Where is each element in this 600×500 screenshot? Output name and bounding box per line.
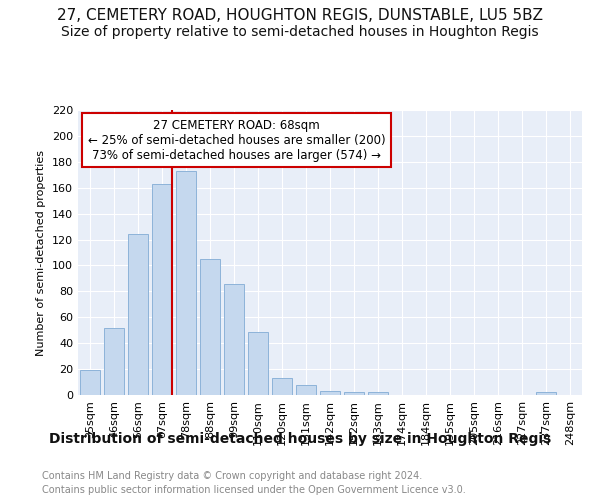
Bar	[104, 328, 124, 395]
Bar	[296, 384, 316, 395]
Bar	[344, 392, 364, 395]
Bar	[128, 234, 148, 395]
Bar	[224, 284, 244, 395]
Bar	[176, 171, 196, 395]
Text: Size of property relative to semi-detached houses in Houghton Regis: Size of property relative to semi-detach…	[61, 25, 539, 39]
Text: 27, CEMETERY ROAD, HOUGHTON REGIS, DUNSTABLE, LU5 5BZ: 27, CEMETERY ROAD, HOUGHTON REGIS, DUNST…	[57, 8, 543, 22]
Bar	[536, 392, 556, 395]
Text: Distribution of semi-detached houses by size in Houghton Regis: Distribution of semi-detached houses by …	[49, 432, 551, 446]
Bar	[80, 370, 100, 395]
Text: 27 CEMETERY ROAD: 68sqm
← 25% of semi-detached houses are smaller (200)
73% of s: 27 CEMETERY ROAD: 68sqm ← 25% of semi-de…	[88, 118, 386, 162]
Bar	[272, 378, 292, 395]
Text: Contains HM Land Registry data © Crown copyright and database right 2024.: Contains HM Land Registry data © Crown c…	[42, 471, 422, 481]
Bar	[152, 184, 172, 395]
Text: Contains public sector information licensed under the Open Government Licence v3: Contains public sector information licen…	[42, 485, 466, 495]
Bar	[320, 391, 340, 395]
Bar	[368, 392, 388, 395]
Bar	[248, 332, 268, 395]
Bar	[200, 259, 220, 395]
Y-axis label: Number of semi-detached properties: Number of semi-detached properties	[37, 150, 46, 356]
